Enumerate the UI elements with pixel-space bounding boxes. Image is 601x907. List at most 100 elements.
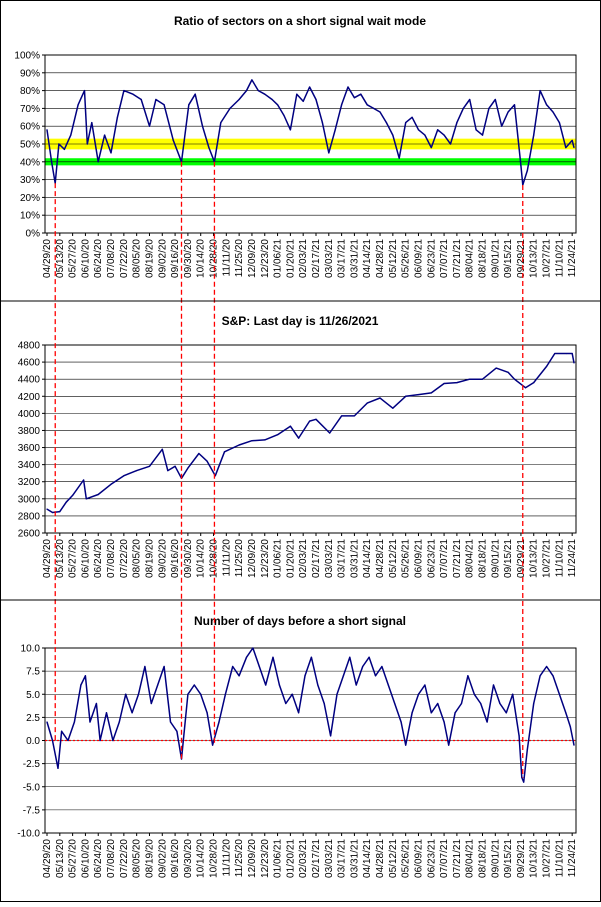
data-point — [72, 494, 74, 496]
data-point — [224, 693, 227, 695]
data-point — [349, 656, 351, 658]
data-point — [187, 693, 189, 695]
data-point — [552, 675, 554, 677]
x-tick-label: 10/14/20 — [196, 239, 207, 278]
x-tick-label: 05/13/20 — [55, 839, 66, 878]
data-point — [523, 781, 525, 783]
y-tick-label: 30% — [20, 175, 40, 186]
x-tick-label: 05/27/20 — [68, 239, 79, 278]
x-tick-label: 07/22/20 — [119, 839, 130, 878]
y-tick-label: 4600 — [18, 358, 41, 369]
data-point — [495, 367, 497, 369]
data-point — [379, 111, 381, 113]
data-point — [456, 122, 458, 124]
data-point — [85, 498, 87, 500]
x-tick-label: 09/29/21 — [516, 539, 527, 578]
data-point — [334, 129, 336, 131]
x-tick-label: 03/03/21 — [324, 239, 335, 278]
x-tick-label: 11/24/21 — [567, 539, 578, 578]
x-tick-label: 08/05/20 — [132, 239, 143, 278]
data-point — [518, 735, 520, 737]
y-tick-label: -2.5 — [23, 759, 41, 770]
x-tick-label: 08/05/20 — [132, 539, 143, 578]
data-point — [245, 656, 248, 658]
data-point — [353, 97, 356, 99]
y-tick-label: 2800 — [18, 511, 41, 522]
data-point — [155, 98, 157, 101]
data-point — [499, 702, 501, 705]
panel-days-before-short: Number of days before a short signal -10.… — [17, 614, 578, 878]
data-point — [524, 387, 527, 389]
x-tick-label: 05/12/21 — [388, 839, 399, 878]
data-point — [328, 152, 330, 154]
x-tick-label: 10/14/20 — [196, 839, 207, 878]
y-tick-label: 3000 — [18, 494, 41, 505]
x-tick-label: 07/21/21 — [452, 539, 463, 578]
x-tick-label: 09/01/21 — [490, 539, 501, 578]
data-point — [533, 702, 535, 705]
x-tick-label: 12/23/20 — [260, 539, 271, 578]
data-point — [558, 122, 560, 124]
y-tick-label: -5.0 — [23, 782, 41, 793]
data-point — [341, 415, 343, 417]
y-tick-label: 4000 — [18, 409, 41, 420]
x-tick-label: 05/12/21 — [388, 539, 399, 578]
x-tick-label: 09/29/21 — [516, 239, 527, 278]
data-point — [481, 134, 484, 136]
y-tick-label: 100% — [14, 51, 40, 62]
data-point — [77, 104, 79, 106]
data-point — [140, 98, 142, 101]
x-tick-label: 10/13/21 — [529, 239, 540, 278]
data-point — [353, 415, 356, 417]
data-point — [285, 702, 287, 705]
x-tick-label: 10/14/20 — [196, 539, 207, 578]
data-point — [443, 134, 445, 136]
x-tick-label: 10/27/21 — [542, 839, 553, 878]
data-point — [488, 107, 490, 109]
data-point — [110, 152, 112, 154]
data-point — [454, 712, 456, 714]
data-point — [405, 744, 407, 746]
x-tick-label: 11/24/21 — [567, 239, 578, 278]
data-point — [329, 432, 331, 434]
data-point — [315, 98, 317, 101]
y-tick-label: 2600 — [18, 529, 41, 540]
data-point — [569, 726, 571, 728]
data-point — [70, 134, 72, 136]
data-point — [505, 712, 507, 714]
x-tick-label: 09/02/20 — [157, 839, 168, 878]
data-point — [336, 693, 338, 695]
y-tick-label: 7.5 — [26, 667, 40, 678]
data-point — [276, 434, 279, 436]
data-point — [291, 693, 293, 695]
x-tick-label: 12/23/20 — [260, 839, 271, 878]
data-point — [105, 712, 108, 714]
data-point — [430, 712, 432, 714]
x-tick-label: 01/06/21 — [273, 539, 284, 578]
x-tick-label: 04/28/21 — [375, 239, 386, 278]
y-tick-label: 3800 — [18, 426, 41, 437]
data-point — [317, 684, 319, 686]
data-point — [172, 139, 174, 142]
data-point — [148, 465, 151, 467]
x-tick-label: 03/17/21 — [337, 839, 348, 878]
data-point — [296, 93, 298, 95]
x-tick-label: 11/11/20 — [221, 839, 232, 877]
data-point — [289, 129, 291, 131]
data-point — [61, 730, 63, 732]
data-point — [51, 739, 54, 742]
x-tick-label: 05/27/20 — [68, 839, 79, 878]
x-tick-label: 02/17/21 — [311, 539, 322, 578]
data-point — [533, 134, 535, 136]
x-tick-label: 12/09/20 — [247, 539, 258, 578]
x-tick-label: 05/26/21 — [401, 239, 412, 278]
data-point — [374, 675, 377, 677]
y-tick-label: 40% — [20, 157, 40, 168]
x-tick-label: 08/04/21 — [465, 539, 476, 578]
data-point — [411, 116, 413, 118]
data-point — [46, 721, 48, 723]
data-point — [304, 675, 306, 677]
data-point — [161, 448, 163, 450]
y-tick-label: 0.0 — [26, 736, 40, 747]
